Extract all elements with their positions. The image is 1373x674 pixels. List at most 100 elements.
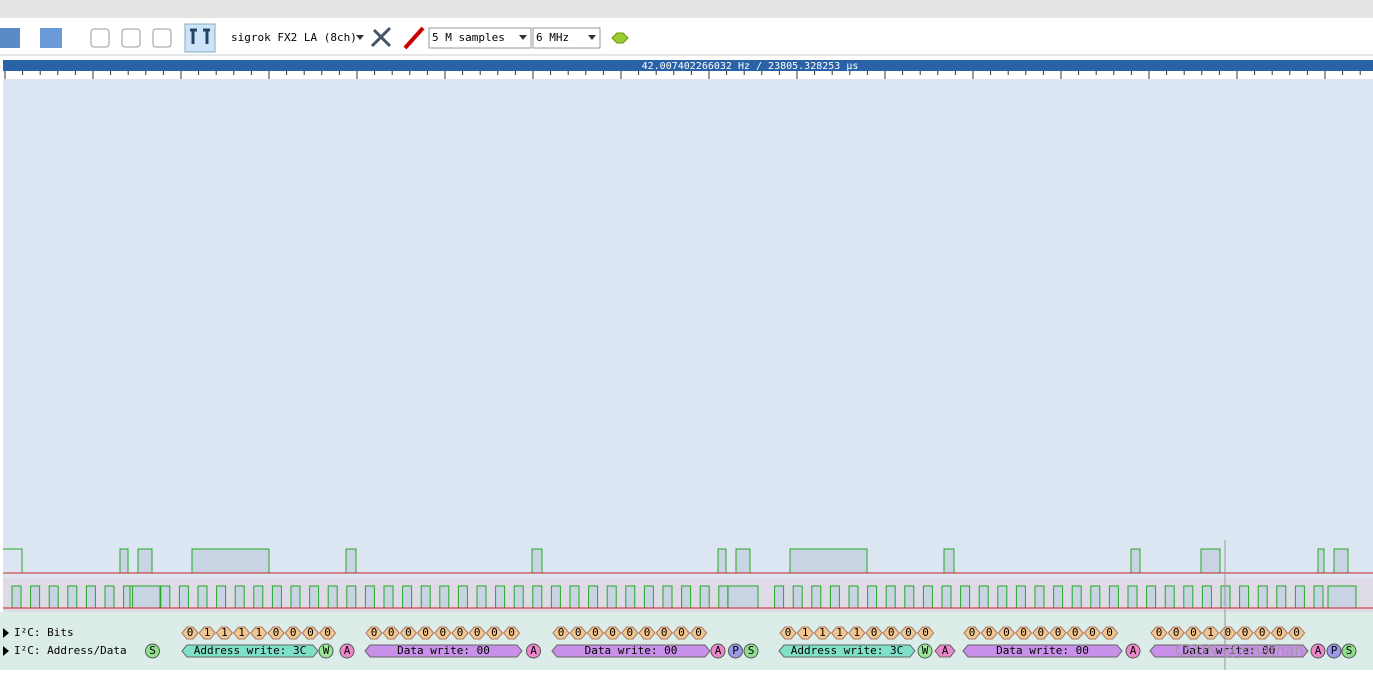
- cursor-icon: [190, 28, 210, 44]
- bit-label: 0: [575, 626, 582, 639]
- bit-label: 0: [1224, 626, 1231, 639]
- zoom-out[interactable]: [121, 28, 141, 48]
- event-annotation: [145, 643, 160, 659]
- bit-annotation: [1032, 626, 1050, 640]
- high-fill: [439, 586, 449, 608]
- bit-annotation: [552, 626, 570, 640]
- bit-label: 0: [661, 626, 668, 639]
- config-button[interactable]: [370, 26, 392, 48]
- high-fill: [1314, 586, 1323, 608]
- bit-annotation: [882, 626, 900, 640]
- bit-annotation: [1150, 626, 1168, 640]
- bit-annotation: [848, 626, 866, 640]
- high-fill: [886, 586, 896, 608]
- event-annotation: [1341, 643, 1357, 659]
- high-fill: [49, 586, 59, 608]
- high-fill: [346, 586, 356, 608]
- probe-button[interactable]: [403, 26, 425, 50]
- bit-label: 0: [678, 626, 685, 639]
- bit-label: 0: [888, 626, 895, 639]
- bit-annotation: [1201, 626, 1220, 640]
- high-fill: [1053, 586, 1063, 608]
- event-annotation: [710, 643, 726, 659]
- watermark: CSDN @Jonathan: [1175, 642, 1304, 660]
- event-annotation: [1310, 643, 1326, 659]
- high-fill: [130, 586, 160, 608]
- bit-annotation: [916, 626, 935, 640]
- high-fill: [830, 586, 840, 608]
- zoom-fit[interactable]: [152, 28, 172, 48]
- bit-annotation: [672, 626, 691, 640]
- rate-box[interactable]: [532, 27, 601, 49]
- view-area: [3, 79, 1373, 540]
- dropdown-arrow: [588, 35, 596, 40]
- high-fill: [681, 586, 691, 608]
- ruler-bar: [3, 60, 1373, 71]
- bit-label: 0: [405, 626, 412, 639]
- high-fill: [1318, 549, 1324, 573]
- bit-label: 0: [1259, 626, 1266, 639]
- bit-annotation: [1236, 626, 1254, 640]
- high-fill: [514, 586, 524, 608]
- bit-annotation: [416, 626, 435, 640]
- cursor-toggle[interactable]: [184, 23, 216, 53]
- bit-annotation: [603, 626, 622, 640]
- bit-label: 0: [695, 626, 702, 639]
- high-fill: [790, 549, 867, 573]
- zoom-in[interactable]: [90, 28, 110, 48]
- bit-label: 0: [307, 626, 314, 639]
- open-button[interactable]: [0, 28, 20, 48]
- event-annotation: [728, 643, 743, 659]
- bit-annotation: [621, 626, 639, 640]
- device-selector[interactable]: sigrok FX2 LA (8ch): [231, 31, 357, 44]
- samples-box[interactable]: [428, 27, 532, 49]
- bit-label: 0: [785, 626, 792, 639]
- bit-label: 1: [255, 626, 262, 639]
- annotation-label: S: [1346, 644, 1353, 657]
- high-fill: [718, 549, 726, 573]
- bit-label: 0: [1089, 626, 1096, 639]
- high-fill: [718, 586, 728, 608]
- high-fill: [1072, 586, 1082, 608]
- high-fill: [346, 549, 356, 573]
- high-fill: [663, 586, 672, 608]
- annotation-label: A: [715, 644, 722, 657]
- bit-annotation: [399, 626, 418, 640]
- annotation-label: P: [732, 644, 739, 657]
- high-fill: [1201, 549, 1220, 573]
- high-fill: [1016, 586, 1026, 608]
- bit-label: 0: [1055, 626, 1062, 639]
- high-fill: [728, 586, 758, 608]
- high-fill: [192, 549, 269, 573]
- bit-label: 0: [871, 626, 878, 639]
- annotation-label: W: [922, 644, 929, 657]
- bit-annotation: [1253, 626, 1271, 640]
- high-fill: [30, 586, 40, 608]
- bit-annotation: [1100, 626, 1119, 640]
- bit-annotation: [232, 626, 251, 640]
- toolbar: [0, 18, 1373, 56]
- bit-label: 0: [1293, 626, 1300, 639]
- bit-label: 0: [969, 626, 976, 639]
- high-fill: [607, 586, 617, 608]
- bit-annotation: [198, 626, 216, 640]
- bit-annotation: [1167, 626, 1185, 640]
- annotation-label: A: [344, 644, 351, 657]
- high-fill: [625, 586, 635, 608]
- high-fill: [570, 586, 579, 608]
- bit-annotation: [1083, 626, 1102, 640]
- high-fill: [532, 586, 542, 608]
- high-fill: [458, 586, 468, 608]
- bit-annotation: [215, 626, 234, 640]
- high-fill: [138, 549, 152, 573]
- high-fill: [477, 586, 486, 608]
- run-button[interactable]: [611, 32, 629, 44]
- annotation-label: A: [942, 644, 949, 657]
- bit-label: 0: [1106, 626, 1113, 639]
- high-fill: [179, 586, 189, 608]
- save-button[interactable]: [40, 28, 62, 48]
- bit-annotation: [318, 626, 337, 640]
- bit-annotation: [451, 626, 469, 640]
